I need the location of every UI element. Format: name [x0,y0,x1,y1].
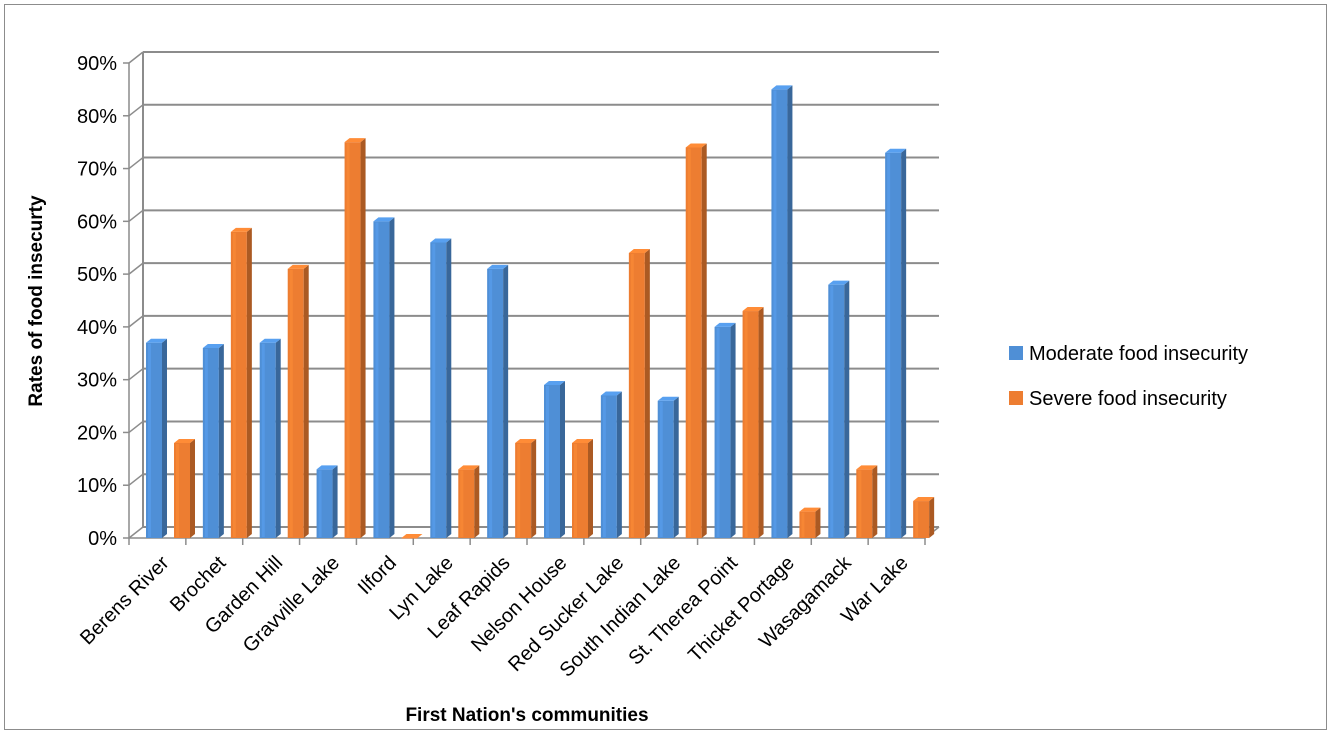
bar [572,439,593,538]
x-axis-title: First Nation's communities [405,705,648,726]
y-tick-label: 60% [77,211,117,233]
gridline-side [129,52,143,63]
gridline-side [129,527,143,538]
x-tick-label: Ilford [354,552,401,599]
gridline-side [129,263,143,274]
y-tick-label: 30% [77,370,117,392]
bar [515,439,536,538]
gridline-side [129,316,143,327]
bar-layer [146,85,934,538]
bar [828,281,849,538]
gridline-side [129,474,143,485]
bar [885,149,906,538]
legend-label: Moderate food insecurity [1029,343,1248,365]
bar [686,143,707,538]
bar [629,249,650,538]
bar [743,307,764,538]
y-tick-label: 0% [88,528,117,550]
y-axis-title: Rates of food insecurty [26,195,47,407]
y-tick-label: 90% [77,53,117,75]
gridline-side [129,421,143,432]
gridline-side [129,369,143,380]
legend-swatch [1009,391,1023,405]
legend-swatch [1009,346,1023,360]
bar [771,85,792,538]
bar [430,238,451,538]
gridline-side [129,158,143,169]
bar [260,339,281,538]
bar [146,339,167,538]
legend-label: Severe food insecurity [1029,388,1227,410]
chart-svg: 0% 10% 20% 30% 40% 50% 60% 70% 80% 90% Berens Rive… [5,5,1328,731]
bar [458,465,479,538]
bar [856,465,877,538]
bar [288,265,309,538]
chart-frame: 0% 10% 20% 30% 40% 50% 60% 70% 80% 90% Berens Rive… [4,4,1327,730]
bar [658,397,679,538]
bar [544,381,565,538]
legend-layer: Moderate food insecurity Severe food inse… [1009,343,1248,410]
y-tick-label: 80% [77,106,117,128]
bar [231,228,252,538]
bar [174,439,195,538]
y-tick-label: 10% [77,475,117,497]
bar [345,138,366,538]
y-tick-label: 70% [77,159,117,181]
gridline-side [129,105,143,116]
bar [317,465,338,538]
y-tick-label: 50% [77,264,117,286]
x-tick-label: Berens River [76,552,174,650]
y-tick-label: 20% [77,422,117,444]
bar [373,217,394,538]
y-tick-label: 40% [77,317,117,339]
bar [913,497,934,538]
bar [203,344,224,538]
gridline-side [129,210,143,221]
bar [601,392,622,539]
bar [799,508,820,538]
bar [715,323,736,538]
bar [487,265,508,538]
